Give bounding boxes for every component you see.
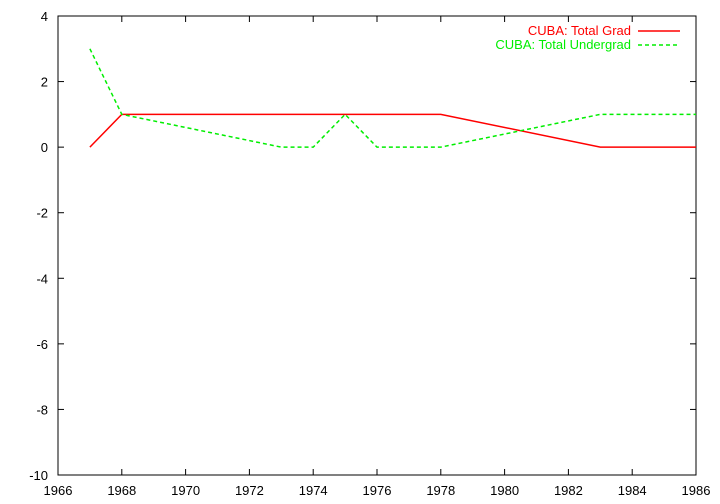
y-tick-label: -8 bbox=[36, 402, 48, 417]
y-tick-label: 0 bbox=[41, 140, 48, 155]
legend-label: CUBA: Total Undergrad bbox=[495, 37, 631, 52]
series-line-2 bbox=[89, 48, 696, 148]
x-tick-label: 1968 bbox=[107, 483, 136, 498]
y-tick-label: -4 bbox=[36, 271, 48, 286]
series-line-1 bbox=[89, 113, 696, 148]
x-tick-label: 1982 bbox=[554, 483, 583, 498]
x-tick-label: 1966 bbox=[44, 483, 73, 498]
axis-ticks bbox=[57, 15, 697, 476]
y-tick-label: -2 bbox=[36, 206, 48, 221]
x-tick-label: 1986 bbox=[682, 483, 711, 498]
y-tick-label: -6 bbox=[36, 337, 48, 352]
y-tick-label: -10 bbox=[29, 468, 48, 483]
x-tick-label: 1978 bbox=[426, 483, 455, 498]
plot-frame bbox=[57, 15, 697, 476]
x-tick-label: 1984 bbox=[618, 483, 647, 498]
x-tick-label: 1970 bbox=[171, 483, 200, 498]
x-tick-label: 1972 bbox=[235, 483, 264, 498]
y-tick-label: 4 bbox=[41, 9, 48, 24]
y-tick-label: 2 bbox=[41, 75, 48, 90]
legend-label: CUBA: Total Grad bbox=[528, 23, 631, 38]
series-lines bbox=[89, 48, 696, 148]
axis-tick-labels: 1966 1968 1970 1972 1974 1976 1978 1980 1982 1984… bbox=[29, 9, 710, 498]
x-tick-label: 1980 bbox=[490, 483, 519, 498]
x-tick-label: 1974 bbox=[299, 483, 328, 498]
x-tick-label: 1976 bbox=[363, 483, 392, 498]
